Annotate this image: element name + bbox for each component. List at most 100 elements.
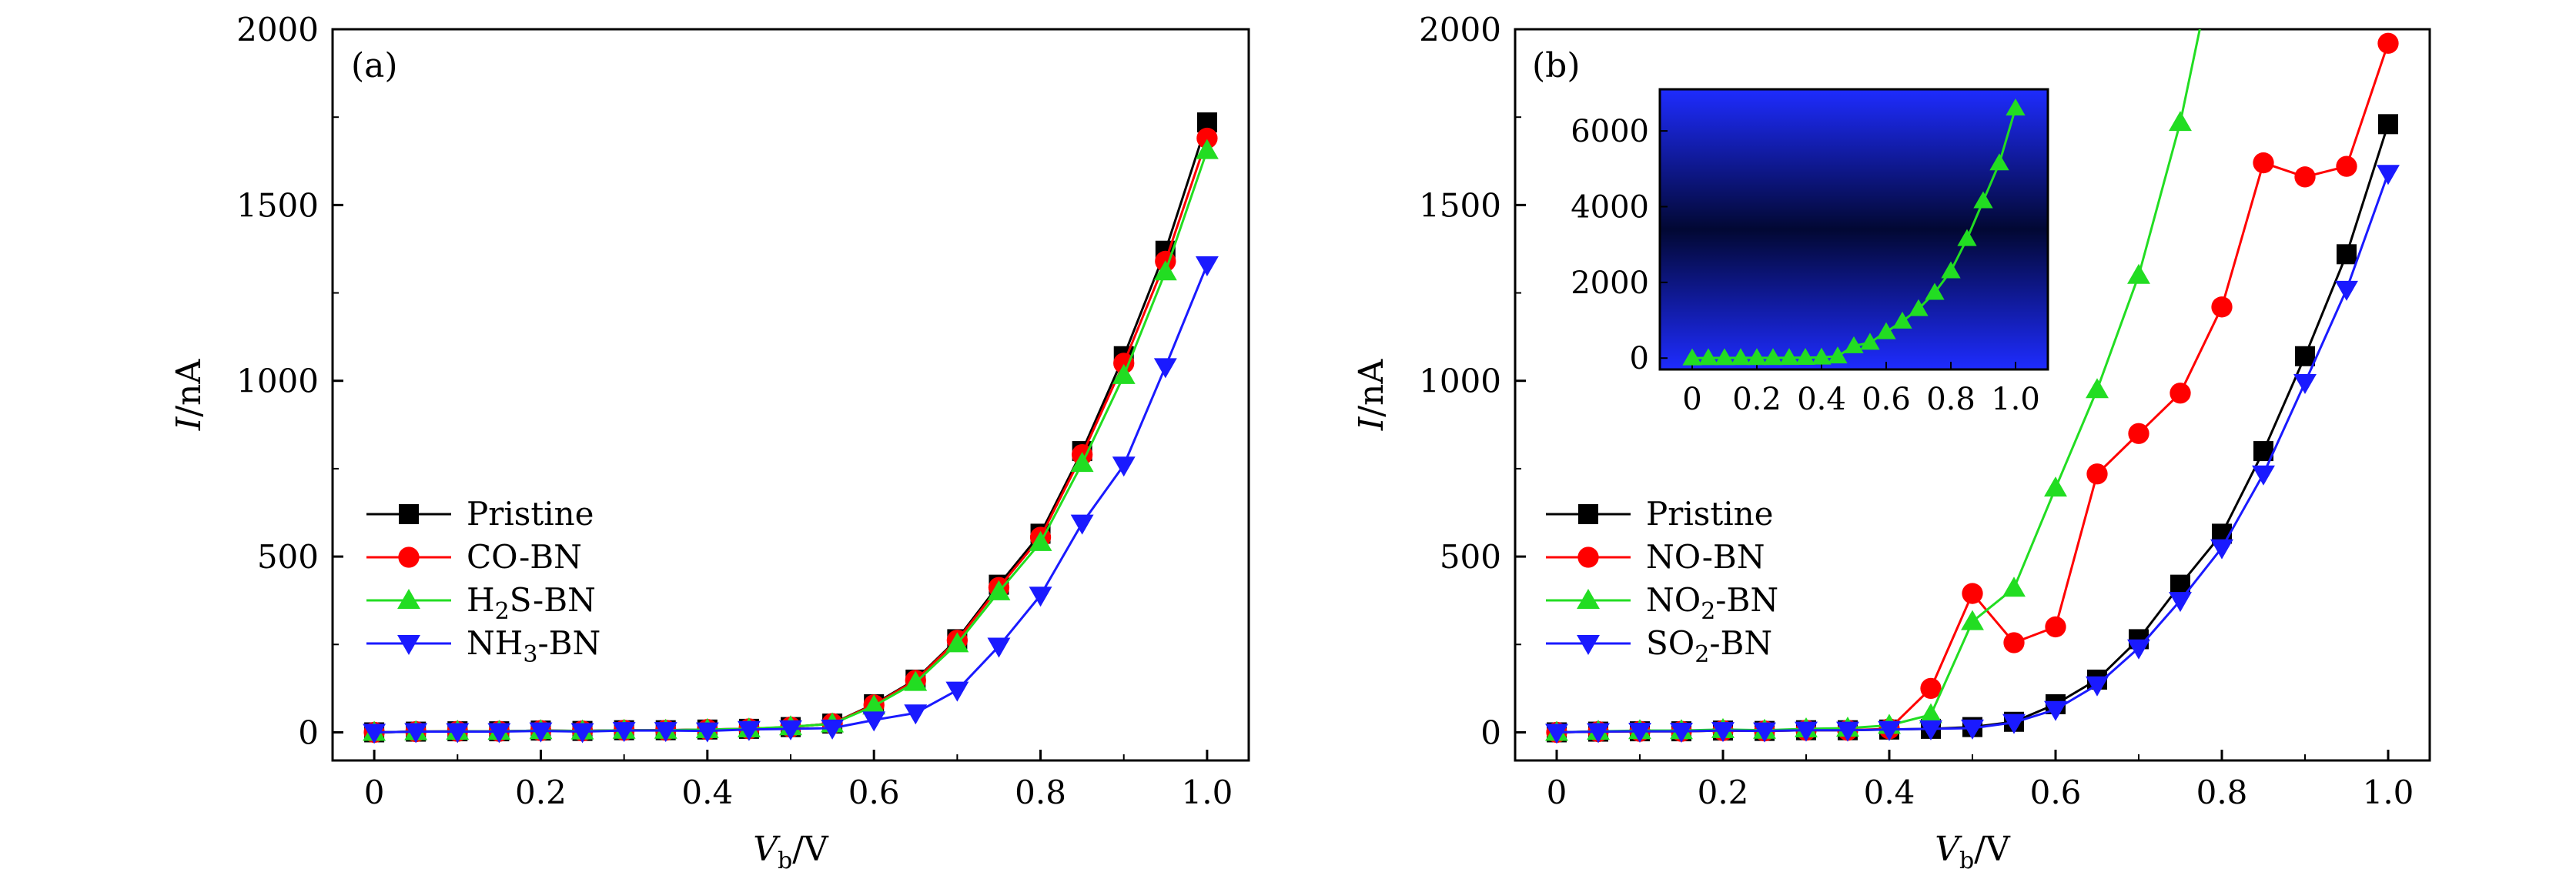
data-point-SO2-BN	[1961, 719, 1984, 740]
panel-b: 0 0.2 0.4 0.6 0.8 1.0 0 500 1000 1500 2000 Vb/V I/nA…	[1352, 11, 2431, 874]
data-point-NO-BN	[1920, 677, 1942, 700]
inset-data-point	[1698, 348, 1718, 366]
data-point-SO2-BN	[2210, 539, 2233, 560]
inset-x-tick-label: 1.0	[1991, 382, 2040, 417]
data-point-NH3-BN	[404, 723, 428, 744]
panel-label: (b)	[1532, 46, 1581, 85]
data-point-H2S-BN	[862, 694, 886, 715]
legend-label: NO2-BN	[1646, 581, 1778, 625]
x-tick-label: 0.2	[515, 774, 567, 811]
data-point-SO2-BN	[1878, 720, 1901, 741]
data-point-NH3-BN	[779, 720, 802, 740]
y-tick-label: 500	[257, 538, 319, 576]
data-point-NH3-BN	[945, 681, 969, 702]
data-point-Pristine	[2378, 114, 2398, 135]
x-tick-label: 1.0	[2363, 774, 2414, 811]
data-point-NH3-BN	[446, 723, 470, 744]
data-point-NO-BN	[1962, 583, 1983, 604]
x-tick-label: 0	[364, 774, 385, 811]
data-point-NO-BN	[2336, 155, 2357, 177]
data-point-SO2-BN	[1836, 721, 1859, 742]
data-point-CO-BN	[1196, 127, 1218, 149]
data-point-NO2-BN	[2002, 577, 2026, 597]
data-point-NH3-BN	[612, 722, 636, 743]
data-point-SO2-BN	[1587, 723, 1610, 744]
data-point-CO-BN	[1113, 353, 1135, 374]
y-tick-label: 2000	[1419, 11, 1501, 48]
data-point-H2S-BN	[987, 580, 1011, 600]
inset-data-point	[1795, 348, 1815, 366]
inset-data-point	[1828, 346, 1848, 364]
data-point-SO2-BN	[1711, 722, 1735, 743]
x-tick-label: 0.6	[2030, 774, 2082, 811]
inset-data-point	[1779, 348, 1799, 366]
inset-x-tick-label: 0.6	[1862, 382, 1911, 417]
y-tick-label: 1500	[1419, 186, 1501, 224]
data-point-NO-BN	[2086, 463, 2108, 485]
inset-plot: 0 0.2 0.4 0.6 0.8 1.0 0 2000 4000 6000	[1571, 88, 2049, 417]
inset-data-point	[2006, 98, 2026, 115]
plot-area	[363, 112, 1219, 744]
inset-data-point	[1682, 348, 1702, 366]
x-tick-label: 1.0	[1182, 774, 1233, 811]
data-point-H2S-BN	[945, 632, 969, 653]
data-point-NH3-BN	[821, 719, 845, 740]
data-point-NH3-BN	[862, 711, 886, 732]
inset-data-point	[1925, 282, 1945, 300]
x-tick-label: 0.8	[2196, 774, 2248, 811]
data-point-SO2-BN	[2377, 165, 2400, 185]
data-point-SO2-BN	[1753, 722, 1776, 743]
data-point-NH3-BN	[529, 722, 553, 743]
y-tick-label: 1000	[1419, 363, 1501, 400]
inset-data-point	[1973, 191, 1993, 209]
y-axis-label: I/nA	[1352, 359, 1391, 432]
legend-label: Pristine	[1646, 495, 1774, 533]
legend-label: SO2-BN	[1646, 624, 1772, 668]
y-tick-label: 500	[1440, 538, 1501, 576]
legend-label: Pristine	[467, 495, 594, 533]
data-point-NO-BN	[2170, 383, 2191, 404]
data-point-SO2-BN	[2169, 592, 2192, 613]
data-point-NO-BN	[2211, 296, 2233, 318]
inset-data-point	[1892, 311, 1912, 329]
legend-item-NH3-BN: NH3-BN	[366, 624, 601, 668]
legend-label: H2S-BN	[467, 581, 596, 625]
legend-marker	[1577, 546, 1599, 568]
x-axis-label: Vb/V	[1935, 830, 2011, 874]
legend-item-H2S-BN: H2S-BN	[366, 581, 596, 625]
data-point-NO-BN	[2377, 32, 2399, 54]
data-point-Pristine	[2295, 346, 2315, 366]
y-tick-label: 1500	[236, 186, 319, 224]
y-tick-label: 0	[298, 714, 319, 751]
inset-y-tick-label: 2000	[1571, 266, 1649, 301]
data-point-NH3-BN	[737, 720, 761, 741]
panel-label: (a)	[351, 46, 398, 85]
data-point-SO2-BN	[1919, 720, 1942, 740]
inset-data-point	[1941, 261, 1961, 279]
legend-item-CO-BN: CO-BN	[366, 538, 582, 576]
data-point-NO-BN	[2003, 632, 2025, 653]
data-point-H2S-BN	[1029, 530, 1052, 551]
inset-data-point	[1989, 153, 2009, 171]
legend-marker	[397, 589, 420, 610]
x-tick-label: 0.4	[681, 774, 733, 811]
inset-data-point	[1747, 348, 1767, 366]
y-tick-label: 2000	[236, 11, 319, 48]
data-point-NH3-BN	[987, 637, 1011, 658]
data-point-NO2-BN	[1919, 703, 1942, 724]
inset-data-point	[1812, 347, 1832, 365]
legend-marker	[398, 546, 420, 568]
data-point-NO2-BN	[2044, 476, 2067, 497]
legend-marker	[1578, 504, 1598, 524]
data-point-SO2-BN	[2252, 465, 2275, 486]
data-point-SO2-BN	[2293, 373, 2317, 394]
data-point-NH3-BN	[570, 723, 594, 744]
plot-area	[1545, 29, 2400, 744]
inset-data-point	[1876, 322, 1896, 339]
data-point-SO2-BN	[2002, 714, 2026, 734]
legend-label: NO-BN	[1646, 538, 1765, 576]
inset-x-tick-label: 0.8	[1926, 382, 1975, 417]
data-point-NO-BN	[2128, 423, 2149, 444]
data-point-SO2-BN	[2044, 700, 2067, 721]
